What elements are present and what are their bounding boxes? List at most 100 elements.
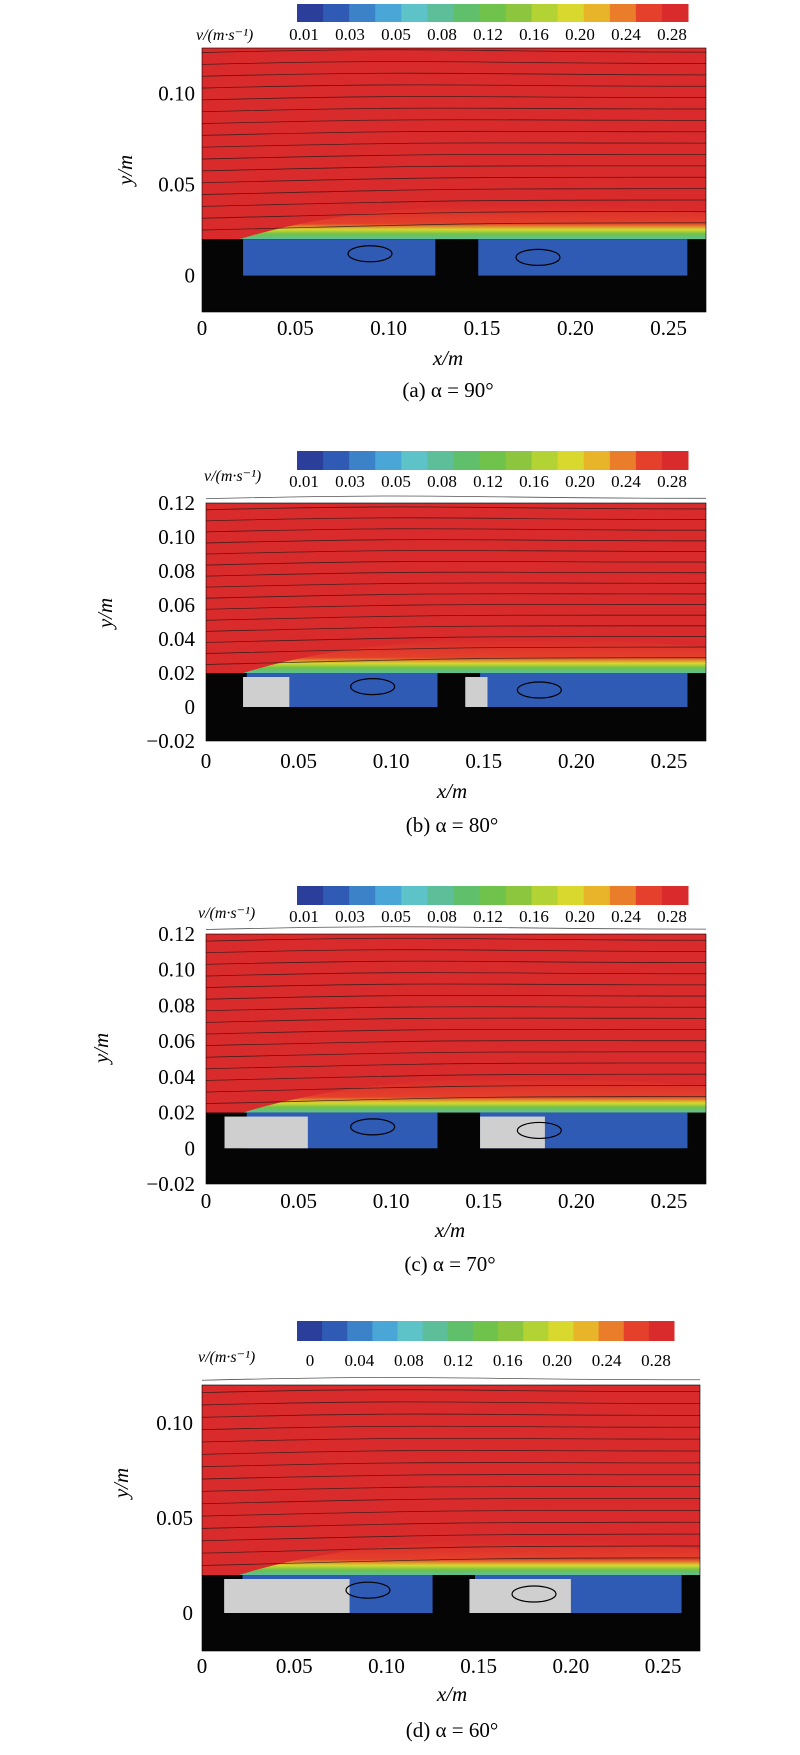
colorbar-swatch	[661, 4, 689, 22]
streamline	[201, 119, 707, 124]
colorbar	[297, 451, 689, 470]
streamline	[205, 1040, 707, 1047]
x-tick-labels: 0 0.05 0.10 0.15 0.20 0.25	[197, 316, 687, 340]
streamline	[201, 1533, 701, 1542]
vortex-2	[516, 681, 562, 699]
colorbar	[297, 4, 689, 22]
x-tick-label: 0.20	[558, 1189, 595, 1213]
streamline	[201, 1557, 701, 1566]
colorbar-tick-label: 0.16	[493, 1351, 523, 1370]
vortex-1	[350, 1118, 396, 1136]
streamline	[201, 1413, 701, 1418]
streamline	[205, 636, 707, 643]
colorbar-swatch	[349, 4, 376, 22]
panel-b-chart: v/(m·s⁻¹) 0.01 0.03 0.05 0.08 0.12 0.16 0.20 0.…	[93, 451, 707, 837]
plate-2	[480, 1116, 545, 1149]
y-tick-label: 0	[183, 1601, 194, 1625]
shear-layer	[243, 1078, 706, 1113]
colorbar-swatch	[583, 4, 611, 22]
x-tick-labels: 0 0.05 0.10 0.15 0.20 0.25	[197, 1654, 682, 1678]
x-tick-label: 0.15	[465, 1189, 502, 1213]
x-axis-label: x/m	[436, 1682, 467, 1706]
vortex-1	[350, 678, 396, 696]
x-tick-label: 0.10	[368, 1654, 405, 1678]
streamline	[205, 1096, 707, 1105]
colorbar-swatch	[623, 1321, 650, 1341]
streamline	[201, 165, 707, 172]
colorbar-swatch	[453, 4, 480, 22]
streamline	[201, 107, 707, 113]
streamline	[205, 994, 707, 1000]
x-tick-label: 0.25	[651, 1189, 688, 1213]
colorbar-tick-label: 0.04	[345, 1351, 375, 1370]
vortex-2	[516, 1121, 562, 1140]
colorbar-tick-label: 0.16	[519, 25, 549, 44]
y-tick-label: 0.05	[156, 1506, 193, 1530]
streamline	[201, 1509, 701, 1517]
streamline	[205, 1084, 707, 1093]
streamline	[201, 1521, 701, 1529]
streamline	[201, 188, 707, 195]
streamline	[201, 199, 707, 207]
x-tick-label: 0	[201, 749, 212, 773]
streamline	[205, 604, 707, 610]
streamline	[205, 937, 707, 942]
colorbar-tick-label: 0.08	[427, 472, 457, 491]
panel-caption: (b) α = 80°	[406, 813, 498, 837]
colorbar-tick-label: 0	[306, 1351, 315, 1370]
plot-frame	[201, 1384, 701, 1652]
x-tick-label: 0.10	[373, 749, 410, 773]
colorbar-swatch	[349, 451, 376, 470]
y-tick-label: 0.04	[158, 627, 195, 651]
x-tick-labels: 0 0.05 0.10 0.15 0.20 0.25	[201, 1189, 688, 1213]
streamline	[205, 506, 707, 511]
streamline	[201, 1425, 701, 1431]
vortex-2	[515, 248, 561, 266]
panel-c-chart: v/(m·s⁻¹) 0.01 0.03 0.05 0.08 0.12 0.16 0.20 0.…	[89, 886, 707, 1276]
x-axis-label: x/m	[432, 346, 463, 370]
colorbar-swatch	[372, 1321, 399, 1341]
colorbar	[297, 886, 689, 905]
streamline	[205, 1006, 707, 1012]
colorbar-tick-label: 0.08	[427, 907, 457, 926]
vortex-1	[347, 245, 393, 263]
streamline	[201, 1377, 701, 1381]
streamline	[201, 1474, 701, 1480]
colorbar	[297, 1321, 675, 1341]
y-axis-label: y/m	[93, 598, 117, 630]
streamline	[201, 153, 707, 160]
colorbar-swatch	[479, 886, 507, 905]
streamline	[205, 646, 707, 654]
colorbar-swatch	[609, 4, 637, 22]
colorbar-swatch	[453, 451, 480, 470]
cavity-2	[478, 239, 688, 276]
plate-2	[465, 677, 488, 707]
colorbar-swatch	[598, 1321, 625, 1341]
colorbar-swatch	[505, 886, 533, 905]
shear-layer	[239, 204, 707, 240]
streamline	[201, 1450, 701, 1455]
colorbar-swatch	[297, 886, 324, 905]
colorbar-tick-label: 0.28	[641, 1351, 671, 1370]
colorbar-swatch	[297, 4, 324, 22]
colorbar-tick-label: 0.03	[335, 472, 365, 491]
colorbar-swatch	[347, 1321, 373, 1341]
plate-2	[469, 1579, 571, 1613]
streamline	[205, 571, 707, 577]
colorbar-swatch	[401, 4, 428, 22]
streamline	[201, 211, 707, 219]
colorbar-tick-label: 0.28	[657, 907, 687, 926]
colorbar-swatch	[557, 4, 585, 22]
streamline	[205, 593, 707, 599]
x-axis-label: x/m	[434, 1218, 465, 1242]
colorbar-tick-label: 0.12	[473, 907, 503, 926]
colorbar-swatch	[453, 886, 480, 905]
plot-frame	[205, 933, 707, 1185]
colorbar-swatch	[297, 451, 324, 470]
plot-frame	[201, 47, 707, 313]
colorbar-swatch	[557, 886, 585, 905]
y-tick-labels: 0.10 0.05 0	[158, 82, 195, 288]
streamline	[205, 657, 707, 665]
x-tick-label: 0.25	[650, 316, 687, 340]
y-tick-labels: 0.12 0.10 0.08 0.06 0.04 0.02 0 −0.02	[146, 922, 195, 1196]
